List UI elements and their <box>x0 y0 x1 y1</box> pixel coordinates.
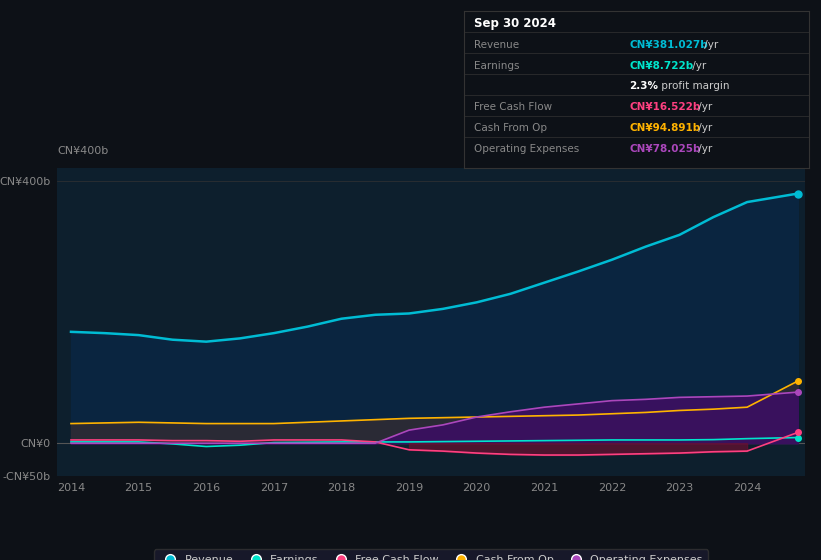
Text: CN¥78.025b: CN¥78.025b <box>630 144 701 154</box>
Text: CN¥94.891b: CN¥94.891b <box>630 123 700 133</box>
Text: CN¥400b: CN¥400b <box>57 146 108 156</box>
Legend: Revenue, Earnings, Free Cash Flow, Cash From Op, Operating Expenses: Revenue, Earnings, Free Cash Flow, Cash … <box>154 549 709 560</box>
Text: Free Cash Flow: Free Cash Flow <box>475 102 553 113</box>
Text: /yr: /yr <box>701 40 718 50</box>
Text: /yr: /yr <box>695 144 712 154</box>
Text: Revenue: Revenue <box>475 40 520 50</box>
Text: Cash From Op: Cash From Op <box>475 123 548 133</box>
Text: CN¥381.027b: CN¥381.027b <box>630 40 709 50</box>
Text: /yr: /yr <box>689 60 706 71</box>
Text: Sep 30 2024: Sep 30 2024 <box>475 17 556 30</box>
Text: profit margin: profit margin <box>658 81 729 91</box>
Text: /yr: /yr <box>695 123 712 133</box>
Text: CN¥16.522b: CN¥16.522b <box>630 102 701 113</box>
Text: 2.3%: 2.3% <box>630 81 658 91</box>
Text: Operating Expenses: Operating Expenses <box>475 144 580 154</box>
Text: CN¥8.722b: CN¥8.722b <box>630 60 694 71</box>
Text: /yr: /yr <box>695 102 712 113</box>
Text: Earnings: Earnings <box>475 60 520 71</box>
